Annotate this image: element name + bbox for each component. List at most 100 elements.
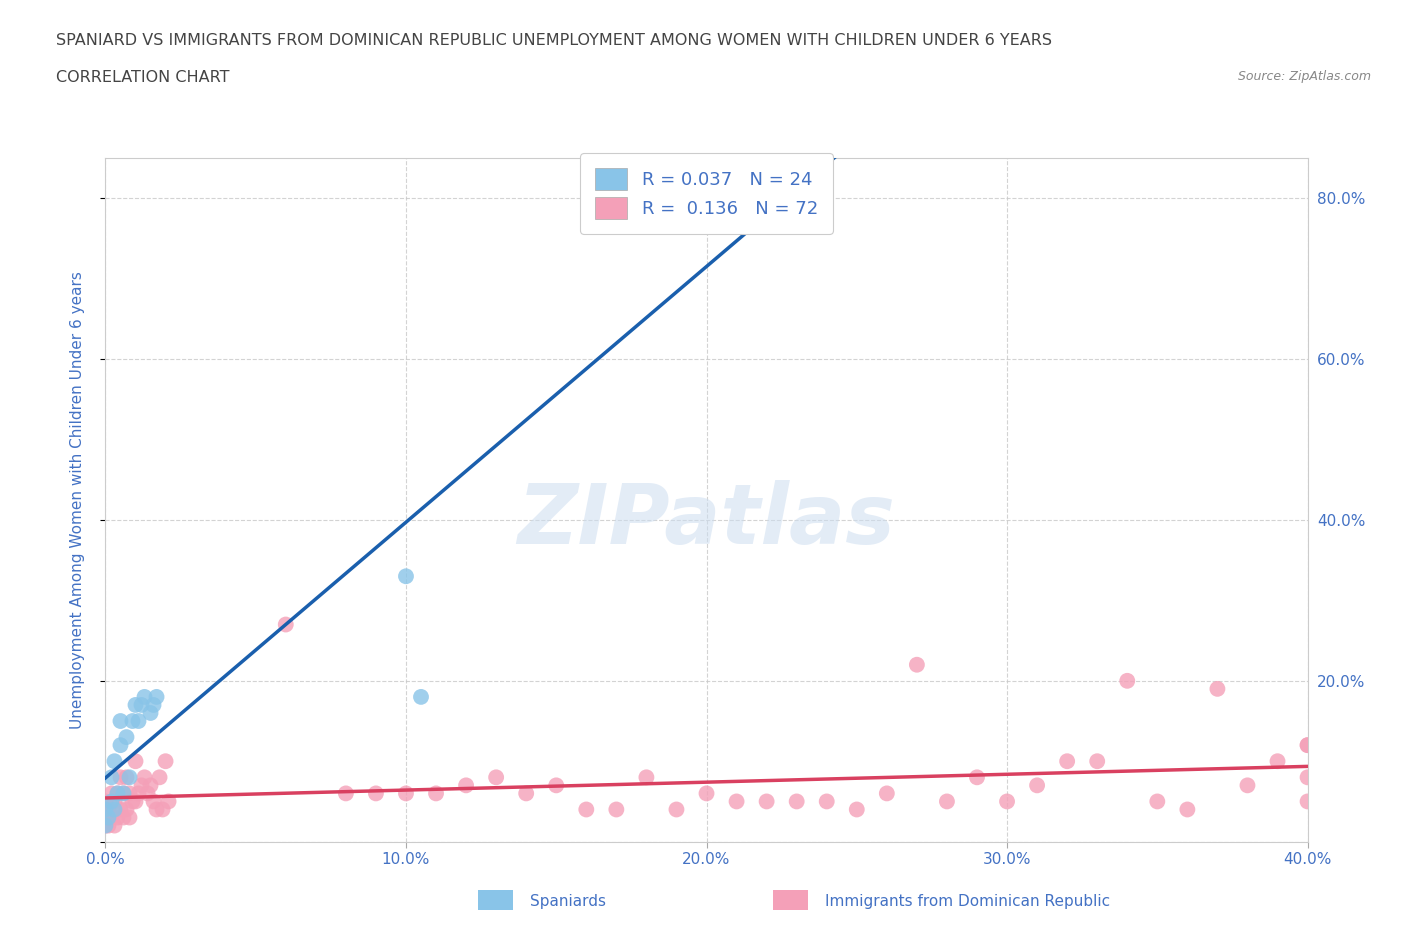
Point (112, 810, 135, 825)
Point (139, 706, 162, 721)
Point (142, 698, 165, 712)
Point (1085, 754, 1108, 769)
Point (665, 802, 688, 817)
Point (605, 802, 627, 817)
Point (546, 777, 568, 792)
Point (1296, 737, 1319, 752)
Point (103, 794, 125, 809)
Point (1175, 802, 1198, 817)
Point (100, 794, 122, 809)
Point (128, 713, 150, 728)
Legend: R = 0.037   N = 24, R =  0.136   N = 72: R = 0.037 N = 24, R = 0.136 N = 72 (581, 153, 832, 233)
Point (107, 786, 129, 801)
Point (100, 770, 122, 785)
Point (124, 754, 146, 769)
Point (118, 770, 141, 785)
Point (103, 802, 125, 817)
Point (107, 786, 129, 801)
Point (139, 777, 162, 792)
Point (409, 689, 432, 704)
Point (145, 689, 167, 704)
Point (395, 569, 418, 584)
Point (136, 786, 159, 801)
Point (155, 754, 177, 769)
Point (395, 786, 418, 801)
Point (1146, 794, 1168, 809)
Y-axis label: Unemployment Among Women with Children Under 6 years: Unemployment Among Women with Children U… (70, 271, 84, 729)
Point (121, 794, 143, 809)
Point (145, 802, 167, 817)
Point (110, 713, 132, 728)
Point (364, 786, 387, 801)
Point (1056, 754, 1078, 769)
Point (112, 786, 135, 801)
Point (274, 618, 297, 632)
Point (1296, 770, 1319, 785)
Point (115, 770, 138, 785)
Point (97, 802, 120, 817)
Point (725, 794, 748, 809)
Point (1312, 794, 1334, 809)
Text: Source: ZipAtlas.com: Source: ZipAtlas.com (1237, 70, 1371, 83)
Point (1116, 673, 1139, 688)
Point (103, 754, 125, 769)
Point (94, 818, 117, 833)
Point (1236, 777, 1258, 792)
Point (94, 810, 117, 825)
Point (115, 730, 138, 745)
Point (696, 786, 718, 801)
Text: SPANIARD VS IMMIGRANTS FROM DOMINICAN REPUBLIC UNEMPLOYMENT AMONG WOMEN WITH CHI: SPANIARD VS IMMIGRANTS FROM DOMINICAN RE… (56, 33, 1052, 47)
Point (124, 698, 146, 712)
Point (97, 810, 120, 825)
Point (575, 802, 598, 817)
Point (755, 794, 778, 809)
Text: CORRELATION CHART: CORRELATION CHART (56, 70, 229, 85)
Point (485, 770, 508, 785)
Point (118, 786, 141, 801)
Point (100, 810, 122, 825)
Point (636, 191, 658, 206)
Point (515, 786, 537, 801)
Point (995, 794, 1018, 809)
Point (142, 794, 165, 809)
Point (786, 794, 808, 809)
Point (94, 794, 117, 809)
Point (134, 689, 156, 704)
Point (845, 802, 868, 817)
Point (118, 810, 141, 825)
Point (425, 786, 447, 801)
Point (124, 794, 146, 809)
Point (100, 786, 122, 801)
Point (966, 770, 988, 785)
Point (110, 737, 132, 752)
Point (112, 786, 135, 801)
Point (636, 770, 658, 785)
Point (128, 786, 150, 801)
Point (1296, 794, 1319, 809)
Point (1326, 754, 1348, 769)
Point (131, 777, 153, 792)
Point (152, 802, 174, 817)
Point (1026, 777, 1049, 792)
Point (936, 794, 959, 809)
Point (1206, 682, 1229, 697)
Point (1267, 754, 1289, 769)
Point (103, 818, 125, 833)
Point (115, 802, 138, 817)
Point (131, 698, 153, 712)
Point (157, 794, 180, 809)
Point (454, 777, 477, 792)
Point (1296, 737, 1319, 752)
Point (97, 818, 120, 833)
Point (335, 786, 357, 801)
Point (134, 770, 156, 785)
Text: ZIPatlas: ZIPatlas (517, 480, 896, 561)
Point (110, 770, 132, 785)
Text: Immigrants from Dominican Republic: Immigrants from Dominican Republic (825, 894, 1111, 909)
Point (110, 802, 132, 817)
Point (815, 794, 838, 809)
Point (94, 818, 117, 833)
Point (905, 658, 928, 672)
Point (107, 810, 129, 825)
Point (876, 786, 898, 801)
